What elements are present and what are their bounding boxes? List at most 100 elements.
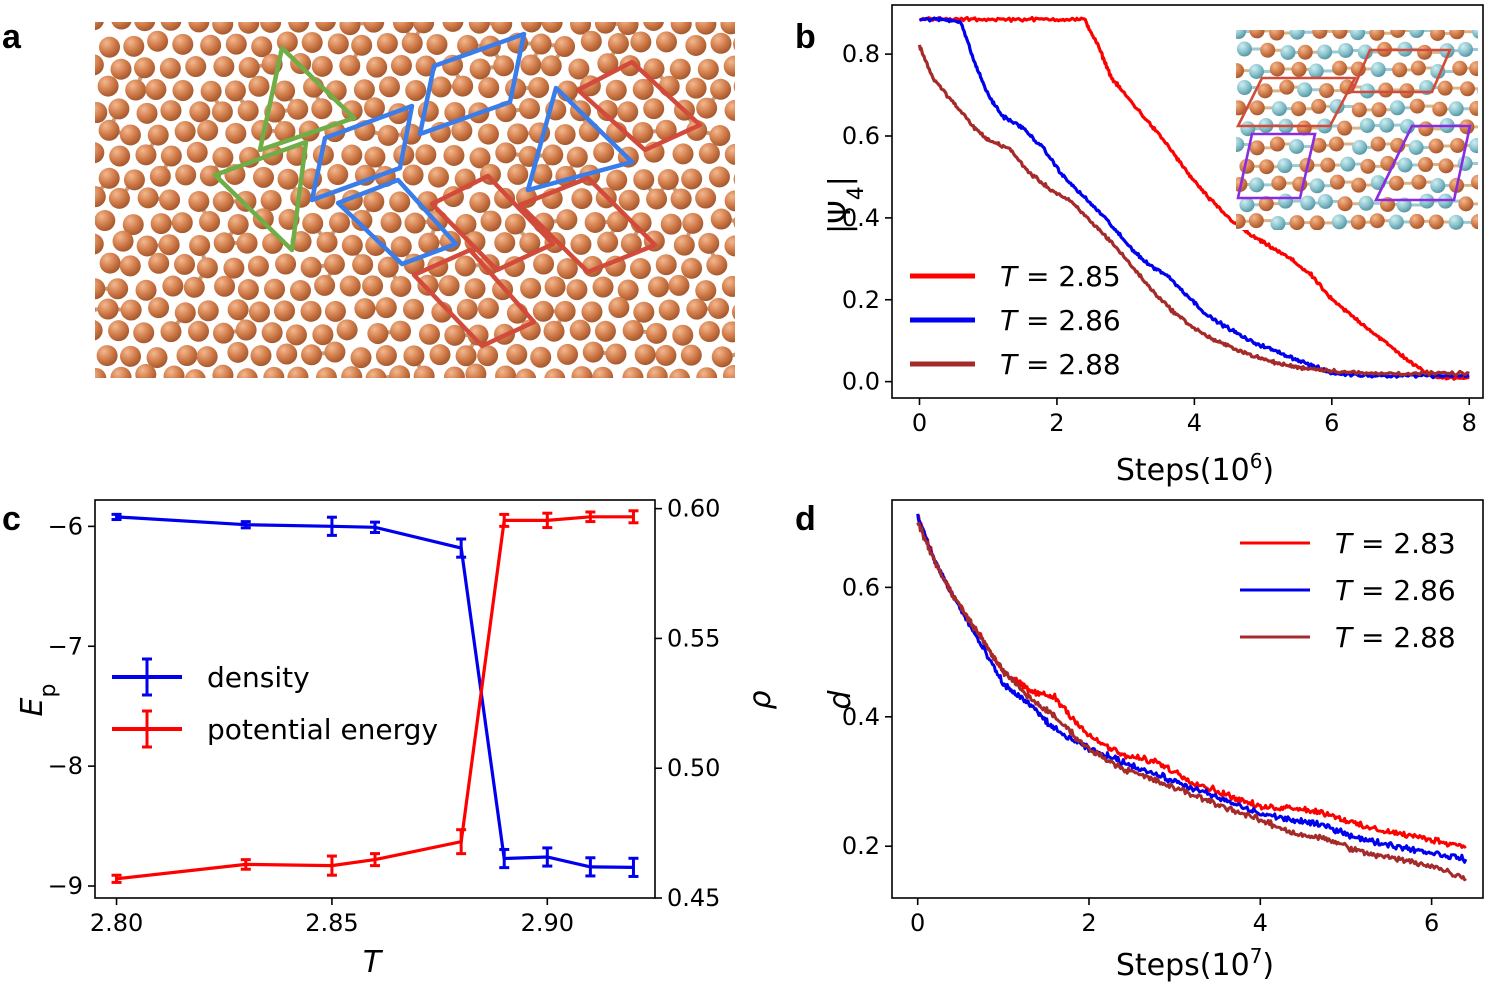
particle xyxy=(771,144,792,165)
particle xyxy=(98,0,119,11)
c-ytick-right-label: 0.50 xyxy=(667,754,720,782)
particle xyxy=(582,341,604,363)
particle xyxy=(56,103,77,124)
inset-particle xyxy=(1236,41,1252,57)
particle xyxy=(494,187,516,209)
inset-particle xyxy=(1470,214,1478,230)
particle xyxy=(709,125,731,147)
bond xyxy=(83,3,93,20)
b-series-group xyxy=(917,15,1470,381)
particle xyxy=(174,302,196,324)
particle xyxy=(185,56,207,78)
inset-particle xyxy=(1289,138,1305,154)
particle xyxy=(695,280,717,302)
particle xyxy=(746,144,767,165)
c-axes-frame xyxy=(94,499,656,899)
particle xyxy=(747,11,768,32)
inset-particle xyxy=(1450,137,1466,153)
particle xyxy=(110,366,132,378)
bond xyxy=(518,399,540,401)
green-triangle-2 xyxy=(212,139,309,253)
b-xtick-label: 6 xyxy=(1324,409,1339,437)
particle xyxy=(515,368,537,378)
particle xyxy=(554,36,576,58)
inset-particle xyxy=(1352,139,1368,155)
red-square-3 xyxy=(517,175,658,275)
particle xyxy=(682,212,704,234)
particle xyxy=(133,322,155,344)
inset-particle xyxy=(1389,100,1405,116)
particle xyxy=(299,0,320,10)
particle xyxy=(787,344,808,365)
particle xyxy=(252,208,274,230)
inset-particle xyxy=(1397,157,1413,173)
inset-red-box-1 xyxy=(1236,76,1358,128)
particle xyxy=(592,276,614,298)
particle xyxy=(606,169,628,191)
bond xyxy=(733,110,735,115)
inset-particle xyxy=(1239,197,1255,213)
bond xyxy=(771,267,794,268)
particle xyxy=(99,252,121,274)
particle xyxy=(593,142,615,164)
b-xtick-label: 4 xyxy=(1187,409,1202,437)
inset-particle xyxy=(1277,158,1293,174)
panel-label-b: b xyxy=(795,18,816,56)
particle xyxy=(477,345,499,367)
particle xyxy=(95,22,104,31)
particle xyxy=(278,0,299,12)
particle xyxy=(323,253,345,275)
particle xyxy=(200,80,222,102)
bond xyxy=(95,63,96,64)
particle xyxy=(261,322,283,344)
particle xyxy=(584,389,605,410)
c-ytick-left-label: −8 xyxy=(48,752,83,780)
inset-particle xyxy=(1308,63,1324,79)
inset-particle xyxy=(1351,102,1367,118)
particle xyxy=(706,254,728,276)
particle xyxy=(597,53,619,75)
inset-particle xyxy=(1379,117,1395,133)
particle xyxy=(162,275,184,297)
particle xyxy=(761,78,782,99)
inset-particle xyxy=(1390,30,1406,38)
particle xyxy=(327,33,349,55)
inset-particle xyxy=(1271,101,1287,117)
bond xyxy=(600,376,605,378)
particle xyxy=(532,0,553,9)
bond xyxy=(543,0,567,2)
particle xyxy=(418,323,440,345)
c-ticks: 2.80 2.85 2.90 −9 −8 −7 −6 0.45 0.50 0.55 0.60 xyxy=(48,495,721,937)
c-xtick-label: 2.90 xyxy=(521,909,574,937)
particle xyxy=(570,233,592,255)
particle xyxy=(748,103,769,124)
particle xyxy=(413,365,435,378)
d-legend-label-2: T = 2.88 xyxy=(1335,621,1456,654)
particle xyxy=(58,59,79,80)
particle xyxy=(363,22,385,33)
particle xyxy=(748,323,769,344)
b-series-line-2 xyxy=(917,44,1470,377)
particle xyxy=(580,30,602,52)
particle xyxy=(655,31,677,53)
particle xyxy=(125,79,147,101)
particle xyxy=(196,257,218,279)
bond xyxy=(272,376,277,378)
particle xyxy=(723,364,735,378)
particle xyxy=(452,75,474,97)
particle xyxy=(95,320,103,341)
bond xyxy=(246,22,252,25)
particle xyxy=(468,22,490,34)
particle xyxy=(773,236,794,257)
particle xyxy=(119,255,141,277)
particle xyxy=(543,320,565,342)
inset-particle xyxy=(1260,42,1276,58)
particle xyxy=(632,78,654,100)
d-ytick-label: 0.2 xyxy=(842,832,880,860)
particle xyxy=(607,211,629,233)
particle xyxy=(364,146,386,168)
particle xyxy=(632,121,654,143)
inset-particle xyxy=(1249,140,1265,156)
particle xyxy=(520,54,542,76)
particle xyxy=(108,98,130,120)
